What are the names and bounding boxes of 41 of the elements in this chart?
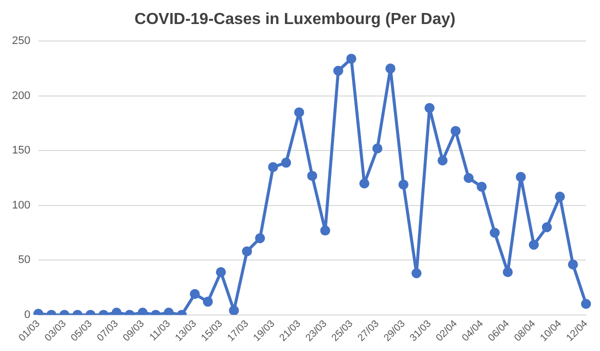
y-tick-label: 200	[12, 90, 30, 102]
y-tick-label: 0	[24, 308, 30, 321]
point	[202, 296, 213, 307]
point	[542, 222, 552, 232]
point	[411, 268, 422, 278]
point	[112, 308, 122, 315]
y-tick-label: 100	[12, 199, 30, 212]
point	[581, 298, 591, 309]
point	[281, 158, 292, 168]
point	[424, 102, 435, 113]
point	[228, 305, 239, 315]
point	[490, 228, 500, 238]
point	[568, 259, 578, 270]
point	[320, 226, 330, 236]
point	[385, 64, 396, 74]
point	[516, 172, 526, 182]
point	[255, 233, 266, 244]
point	[138, 308, 148, 315]
point	[398, 180, 408, 190]
point	[476, 182, 487, 192]
y-tick-label: 50	[18, 254, 30, 266]
point	[164, 308, 174, 315]
point	[294, 107, 304, 118]
point	[438, 156, 448, 166]
point	[450, 126, 461, 136]
point	[346, 54, 356, 64]
point	[528, 240, 539, 250]
point	[307, 170, 318, 181]
y-tick-label: 150	[12, 144, 30, 157]
chart-title: COVID-19-Cases in Luxembourg (Per Day)	[134, 11, 456, 28]
point	[216, 267, 226, 278]
point	[190, 289, 200, 300]
point	[464, 173, 474, 184]
point	[333, 66, 344, 76]
point	[372, 143, 382, 154]
point	[554, 192, 565, 202]
point	[242, 246, 252, 256]
point	[359, 178, 370, 188]
y-tick-label: 250	[12, 35, 30, 48]
point	[268, 162, 278, 172]
point	[502, 267, 513, 278]
